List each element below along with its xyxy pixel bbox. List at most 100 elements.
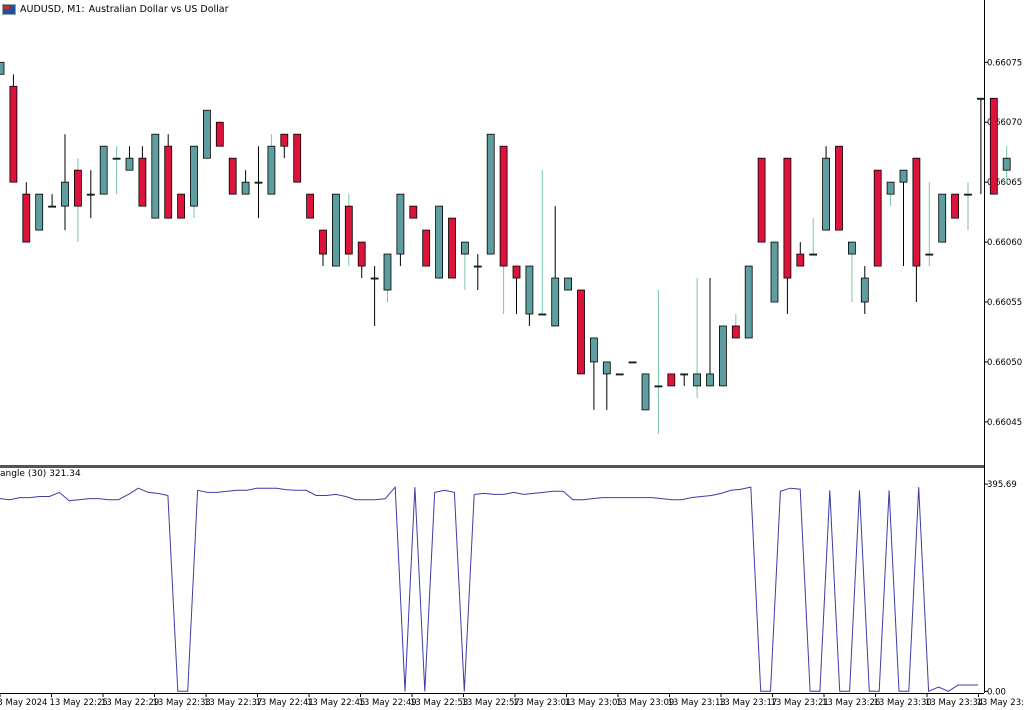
candle-body-bull [602, 361, 611, 375]
time-tick-label: 13 May 23:21 [771, 698, 829, 708]
candle [796, 242, 805, 267]
candle [538, 170, 547, 316]
symbol-description: Australian Dollar vs US Dollar [88, 3, 229, 15]
candle-body-bear [667, 373, 676, 387]
indicator-tick-label: 0.00 [987, 687, 1006, 697]
candle [809, 218, 818, 256]
candle-body-bear [344, 205, 353, 255]
candle-body-bull [241, 181, 250, 195]
candle-body-bear [989, 97, 998, 195]
candle-body-bear [9, 85, 18, 183]
indicator-axis: 395.69 0.00 [984, 480, 1017, 697]
indicator-name: angle (30) [0, 469, 47, 479]
candle-body-bull [628, 361, 637, 364]
time-tick-label: 13 May 23:05 [565, 698, 623, 708]
candle [448, 217, 456, 279]
candle [460, 241, 469, 291]
time-tick-label: 13 May 22:49 [359, 698, 417, 708]
candle-body-bear [448, 217, 456, 279]
time-tick-label: 13 May 22:29 [101, 698, 159, 708]
candle-body-bull [254, 181, 263, 184]
candle-body-bull [383, 253, 392, 291]
price-tick-label: 0.66045 [987, 418, 1022, 428]
time-tick-label: 13 May 23:01 [513, 698, 571, 708]
candle-body-bull [680, 373, 689, 376]
candle-body-bull [744, 265, 753, 339]
pane-separator [0, 465, 984, 468]
candle-body-bull [151, 133, 160, 219]
candle [590, 337, 598, 410]
candle-body-bull [641, 373, 650, 411]
candle [706, 278, 714, 387]
candle [319, 229, 327, 267]
candle-body-bull [564, 277, 572, 291]
candle [822, 146, 830, 231]
time-tick-label: 13 May 22:33 [153, 698, 211, 708]
candle [125, 146, 134, 171]
candle-body-bear [74, 169, 82, 207]
candle [977, 97, 985, 195]
candle [215, 121, 224, 147]
candle [306, 193, 315, 219]
candle-body-bull [693, 373, 701, 387]
candle-body-bull [925, 253, 934, 256]
candle [964, 182, 972, 231]
candle-body-bull [886, 181, 895, 195]
candle-body-bear [512, 265, 521, 279]
candle [202, 109, 211, 159]
candle [912, 157, 921, 303]
time-tick-label: 13 May 23:13 [668, 698, 726, 708]
candle-body-bear [177, 193, 186, 219]
candle [719, 325, 727, 387]
candle [951, 193, 959, 219]
candle-body-bull [938, 193, 947, 243]
candle-body-bear [783, 157, 792, 279]
candle [0, 61, 5, 75]
candle-body-bull [473, 265, 482, 268]
time-tick-label: 13 May 23:09 [616, 698, 674, 708]
candle [757, 157, 766, 243]
candle [396, 193, 405, 267]
candle [99, 145, 108, 195]
candle [190, 145, 198, 219]
price-axis: 0.66075 0.66070 0.66065 0.66060 0.66055 0.660… [0, 0, 1022, 693]
candle-body-bull [822, 157, 830, 231]
time-tick-label: 13 May 23:30 [874, 698, 932, 708]
candle [74, 158, 82, 243]
time-tick-label: 13 May 23:26 [822, 698, 880, 708]
time-tick-label: 13 May 2024 [0, 698, 47, 708]
indicator-plot [0, 485, 978, 693]
candle-body-bull [99, 145, 108, 195]
candle-body-bull [190, 145, 198, 207]
candle [989, 97, 998, 195]
candle [357, 241, 366, 279]
candle-body-bear [499, 145, 508, 267]
candle-body-bear [757, 157, 766, 243]
candle [164, 134, 173, 219]
candle [848, 241, 856, 303]
candle [615, 373, 624, 376]
candle [577, 289, 585, 375]
time-tick-label: 13 May 23:38 [977, 698, 1024, 708]
candle [86, 170, 95, 219]
candle-body-bull [977, 97, 985, 100]
candle-body-bear [796, 253, 805, 267]
candle-body-bull [86, 193, 95, 196]
candle-body-bull [112, 157, 121, 160]
candle [667, 373, 676, 387]
candle-body-bear [912, 157, 921, 267]
time-tick-label: 13 May 22:37 [204, 698, 262, 708]
candle-body-bull [61, 181, 69, 207]
candle-body-bull [35, 193, 44, 231]
candle [228, 157, 237, 195]
candle-body-bear [138, 157, 147, 207]
candle-body-bull [706, 373, 714, 387]
candle [35, 193, 44, 231]
candle-body-bear [319, 229, 327, 255]
candle [899, 169, 908, 267]
candle-body-bull [0, 61, 5, 75]
time-tick-label: 13 May 23:34 [925, 698, 983, 708]
candle-body-bull [396, 193, 405, 255]
